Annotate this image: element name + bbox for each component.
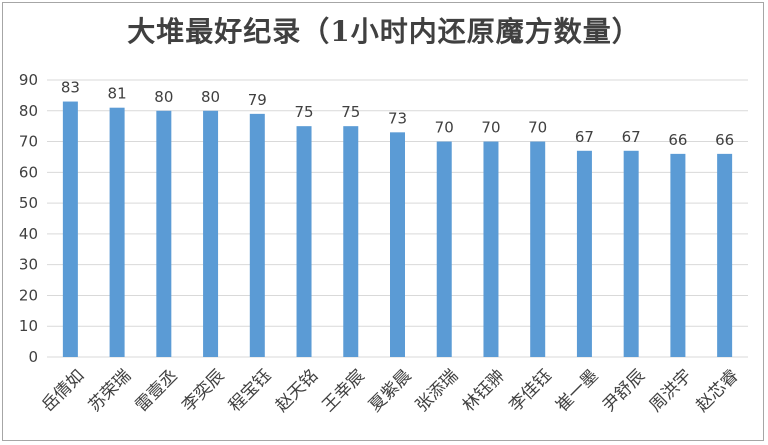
category-label: 崔一墨 <box>552 366 602 416</box>
data-label: 67 <box>622 128 641 146</box>
bar <box>623 150 639 357</box>
category-label: 尹舒辰 <box>599 366 649 416</box>
data-label: 79 <box>248 91 267 109</box>
data-label: 80 <box>201 88 220 106</box>
bar <box>296 126 312 358</box>
bar <box>717 153 733 357</box>
data-label: 83 <box>61 79 80 97</box>
bar <box>109 107 125 357</box>
data-label: 81 <box>108 85 127 103</box>
y-tick-label: 10 <box>19 317 38 335</box>
category-label: 周洪宇 <box>646 366 696 416</box>
bar <box>436 141 452 357</box>
bar <box>483 141 499 357</box>
category-label: 苏荣瑞 <box>85 366 135 416</box>
data-label: 67 <box>575 128 594 146</box>
bar <box>62 101 78 358</box>
bar <box>530 141 546 357</box>
data-label: 70 <box>481 119 500 137</box>
category-label: 夏紫晨 <box>365 366 415 416</box>
x-axis-categories: 岳倩如苏荣瑞雷壹丞李奕辰程宝钰赵天铭王幸宸夏紫晨张添瑞林钰翀李佳钰崔一墨尹舒辰周… <box>38 366 742 416</box>
y-tick-label: 70 <box>19 133 38 151</box>
category-label: 张添瑞 <box>412 366 462 416</box>
data-label: 70 <box>528 119 547 137</box>
data-label: 66 <box>668 131 687 149</box>
data-label: 70 <box>435 119 454 137</box>
data-label: 75 <box>294 103 313 121</box>
bar <box>390 132 405 357</box>
y-tick-label: 80 <box>19 102 38 120</box>
y-tick-label: 30 <box>19 256 38 274</box>
y-tick-label: 40 <box>19 225 38 243</box>
bar <box>249 113 265 357</box>
y-axis-ticks: 0 10 20 30 40 50 60 70 80 90 <box>19 71 38 366</box>
data-label: 75 <box>341 103 360 121</box>
y-tick-label: 0 <box>28 348 38 366</box>
category-label: 程宝钰 <box>225 366 275 416</box>
bar <box>156 110 172 358</box>
category-label: 李奕辰 <box>178 366 228 416</box>
chart-title: 大堆最好纪录（1小时内还原魔方数量） <box>127 15 641 48</box>
data-label: 80 <box>154 88 173 106</box>
bar <box>576 150 592 357</box>
y-tick-label: 20 <box>19 286 38 304</box>
data-label: 73 <box>388 109 407 127</box>
category-label: 岳倩如 <box>38 366 88 416</box>
category-label: 李佳钰 <box>506 366 556 416</box>
category-label: 雷壹丞 <box>132 366 182 416</box>
bar <box>343 126 359 358</box>
data-label: 66 <box>715 131 734 149</box>
y-tick-label: 50 <box>19 194 38 212</box>
bars <box>62 101 733 358</box>
category-label: 林钰翀 <box>459 366 509 416</box>
data-labels: 83 81 80 80 79 75 75 73 70 70 70 67 67 66 66 <box>61 79 734 149</box>
category-label: 赵天铭 <box>272 366 322 416</box>
category-label: 王幸宸 <box>319 366 369 416</box>
bar <box>203 110 219 358</box>
category-label: 赵芯睿 <box>692 366 742 416</box>
bar <box>670 153 686 357</box>
y-tick-label: 90 <box>19 71 38 89</box>
y-tick-label: 60 <box>19 163 38 181</box>
